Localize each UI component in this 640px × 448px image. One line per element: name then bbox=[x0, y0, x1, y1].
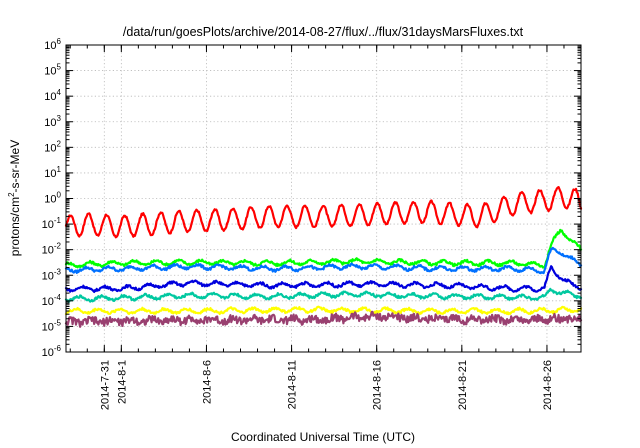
y-tick-label-base: 10 bbox=[44, 66, 56, 78]
x-tick-label: 2014-8-16 bbox=[372, 360, 384, 410]
series-line-7 bbox=[64, 310, 583, 328]
y-tick-label-base: 10 bbox=[44, 40, 56, 52]
y-axis-label-prefix: protons/cm bbox=[8, 197, 22, 256]
y-tick-label-base: 10 bbox=[42, 296, 54, 308]
y-tick-label-exponent: -3 bbox=[54, 267, 62, 276]
y-tick-label: 101 bbox=[44, 165, 61, 180]
y-tick-label-base: 10 bbox=[44, 117, 56, 129]
y-tick-label: 10-4 bbox=[42, 293, 62, 308]
y-axis-label: protons/cm2-s-sr-MeV bbox=[7, 140, 22, 256]
y-tick-label: 103 bbox=[44, 114, 61, 129]
y-tick-label-base: 10 bbox=[42, 245, 54, 257]
y-tick-label-base: 10 bbox=[42, 347, 54, 359]
x-axis-label: Coordinated Universal Time (UTC) bbox=[231, 430, 415, 444]
y-tick-label-exponent: -4 bbox=[54, 293, 62, 302]
y-tick-label-exponent: 3 bbox=[57, 114, 62, 123]
grid bbox=[66, 45, 581, 352]
series-layer bbox=[64, 186, 583, 328]
y-tick-label: 104 bbox=[44, 88, 61, 103]
y-tick-label-base: 10 bbox=[44, 142, 56, 154]
x-tick-label: 2014-8-26 bbox=[542, 360, 554, 410]
chart-title: /data/run/goesPlots/archive/2014-08-27/f… bbox=[123, 25, 524, 39]
y-axis-label-suffix: -s-sr-MeV bbox=[8, 140, 22, 193]
series-line-3 bbox=[64, 246, 583, 275]
y-tick-label-exponent: -2 bbox=[54, 242, 62, 251]
series-line-4 bbox=[64, 265, 583, 293]
y-tick-label-base: 10 bbox=[42, 321, 54, 333]
y-tick-label-exponent: 5 bbox=[57, 63, 62, 72]
y-tick-label-base: 10 bbox=[42, 219, 54, 231]
y-tick-labels: 10-610-510-410-310-210-11001011021031041… bbox=[42, 37, 62, 359]
x-tick-label: 2014-8-6 bbox=[201, 360, 213, 404]
y-tick-label-exponent: 4 bbox=[57, 88, 62, 97]
y-tick-label: 102 bbox=[44, 139, 61, 154]
y-tick-label: 105 bbox=[44, 63, 61, 78]
y-tick-label: 100 bbox=[44, 191, 61, 206]
y-tick-label-base: 10 bbox=[44, 168, 56, 180]
y-tick-label: 106 bbox=[44, 37, 61, 52]
y-tick-label-exponent: 6 bbox=[57, 37, 62, 46]
y-tick-label-exponent: -5 bbox=[54, 318, 62, 327]
series-line-2 bbox=[64, 228, 583, 269]
y-axis-label-superscript: 2 bbox=[7, 192, 16, 197]
x-tick-label: 2014-7-31 bbox=[99, 360, 111, 410]
series-line-6 bbox=[64, 305, 583, 316]
y-tick-label-base: 10 bbox=[44, 91, 56, 103]
y-tick-label-base: 10 bbox=[42, 270, 54, 282]
y-tick-label-exponent: 2 bbox=[57, 139, 62, 148]
x-tick-label: 2014-8-21 bbox=[457, 360, 469, 410]
x-tick-labels: 2014-7-31 2014-8-1 2014-8-6 2014-8-11 2014-8… bbox=[99, 360, 554, 410]
y-tick-label-exponent: -6 bbox=[54, 344, 62, 353]
series-line-5 bbox=[64, 287, 583, 303]
y-tick-label-exponent: 0 bbox=[57, 191, 62, 200]
ticks bbox=[66, 44, 582, 353]
series-line-1 bbox=[64, 186, 583, 239]
y-tick-label-exponent: 1 bbox=[57, 165, 62, 174]
y-tick-label: 10-6 bbox=[42, 344, 62, 359]
y-tick-label-base: 10 bbox=[44, 194, 56, 206]
x-tick-label: 2014-8-1 bbox=[116, 360, 128, 404]
y-tick-label: 10-3 bbox=[42, 267, 62, 282]
y-tick-label: 10-2 bbox=[42, 242, 62, 257]
y-tick-label: 10-5 bbox=[42, 318, 62, 333]
y-tick-label-exponent: -1 bbox=[54, 216, 62, 225]
x-tick-label: 2014-8-11 bbox=[287, 360, 299, 409]
y-tick-label: 10-1 bbox=[42, 216, 62, 231]
